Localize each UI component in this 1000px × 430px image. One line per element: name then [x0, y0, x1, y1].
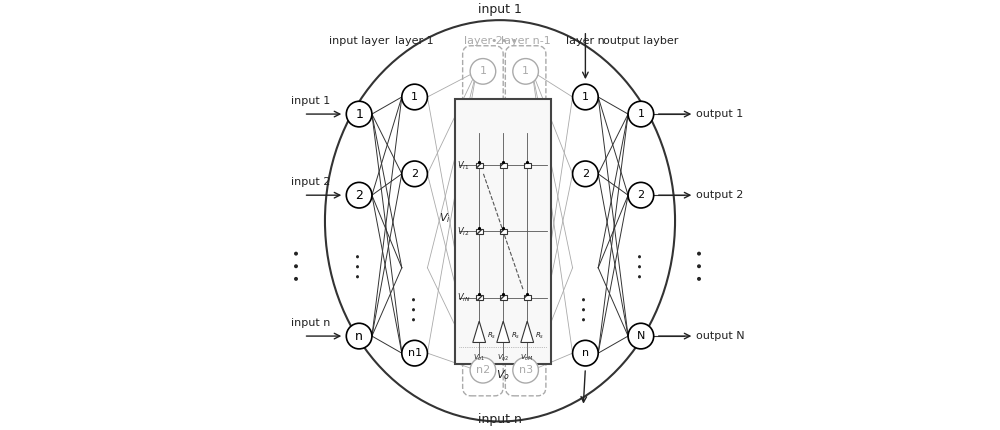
Text: • • •: • • •: [521, 208, 531, 234]
Text: n1: n1: [408, 348, 422, 358]
Text: input 1: input 1: [291, 96, 330, 106]
Text: 2: 2: [582, 169, 589, 179]
Circle shape: [470, 58, 496, 84]
Text: 1: 1: [522, 66, 529, 77]
Text: 1: 1: [355, 108, 363, 120]
Text: layer 1: layer 1: [395, 36, 434, 46]
Text: input 1: input 1: [478, 3, 522, 16]
Text: • • •: • • •: [478, 208, 488, 234]
Text: 1: 1: [637, 109, 644, 119]
Bar: [524, 295, 531, 300]
Text: n3: n3: [519, 365, 533, 375]
Text: layer 2: layer 2: [464, 36, 502, 46]
Circle shape: [513, 357, 538, 383]
Bar: [500, 229, 507, 234]
Text: output 2: output 2: [696, 190, 744, 200]
Text: output layber: output layber: [603, 36, 679, 46]
Polygon shape: [521, 321, 534, 342]
Circle shape: [513, 58, 538, 84]
Text: $R_s$: $R_s$: [535, 331, 544, 341]
Text: $V_{oM}$: $V_{oM}$: [520, 352, 534, 362]
Text: n2: n2: [476, 365, 490, 375]
Text: 2: 2: [637, 190, 644, 200]
Text: $R_s$: $R_s$: [487, 331, 496, 341]
Text: • • •: • • •: [410, 295, 420, 322]
Text: • • •: • • •: [491, 36, 518, 46]
Text: • • •: • • •: [291, 249, 305, 283]
Text: $V_i$: $V_i$: [439, 211, 451, 225]
Text: $V_{o1}$: $V_{o1}$: [473, 352, 485, 362]
Circle shape: [402, 340, 427, 366]
Text: $V_{o2}$: $V_{o2}$: [497, 352, 509, 362]
Text: input 2: input 2: [291, 178, 330, 187]
Bar: [476, 229, 483, 234]
Text: input layer: input layer: [329, 36, 389, 46]
Text: 1: 1: [411, 92, 418, 102]
Bar: [476, 163, 483, 168]
Text: n: n: [582, 348, 589, 358]
Text: • • •: • • •: [580, 295, 590, 322]
Circle shape: [573, 340, 598, 366]
Text: 2: 2: [411, 169, 418, 179]
Circle shape: [628, 323, 654, 349]
Text: layer n-1: layer n-1: [501, 36, 550, 46]
Text: layer n: layer n: [566, 36, 605, 46]
Circle shape: [470, 357, 496, 383]
Text: $V_{i1}$: $V_{i1}$: [457, 159, 470, 172]
Circle shape: [402, 161, 427, 187]
Circle shape: [346, 182, 372, 208]
Text: output 1: output 1: [696, 109, 744, 119]
Text: $V_o$: $V_o$: [496, 368, 510, 382]
Circle shape: [402, 84, 427, 110]
Polygon shape: [473, 321, 486, 342]
Bar: [524, 163, 531, 168]
Text: 2: 2: [355, 189, 363, 202]
Circle shape: [573, 161, 598, 187]
Bar: [500, 163, 507, 168]
Text: • • •: • • •: [694, 249, 708, 283]
Text: input n: input n: [478, 413, 522, 426]
Text: 1: 1: [479, 66, 486, 77]
Circle shape: [628, 182, 654, 208]
Text: $V_{iN}$: $V_{iN}$: [457, 292, 471, 304]
Text: n: n: [355, 329, 363, 343]
Polygon shape: [497, 321, 510, 342]
Text: N: N: [637, 331, 645, 341]
Text: • • •: • • •: [354, 252, 364, 279]
Circle shape: [346, 101, 372, 127]
FancyBboxPatch shape: [455, 99, 551, 364]
Bar: [476, 295, 483, 300]
Text: output N: output N: [696, 331, 745, 341]
Text: $V_{i2}$: $V_{i2}$: [457, 225, 470, 238]
Circle shape: [628, 101, 654, 127]
Bar: [500, 295, 507, 300]
Circle shape: [573, 84, 598, 110]
Text: 1: 1: [582, 92, 589, 102]
Text: • • •: • • •: [636, 252, 646, 279]
Text: input n: input n: [291, 318, 330, 328]
Text: $R_s$: $R_s$: [511, 331, 520, 341]
Circle shape: [346, 323, 372, 349]
